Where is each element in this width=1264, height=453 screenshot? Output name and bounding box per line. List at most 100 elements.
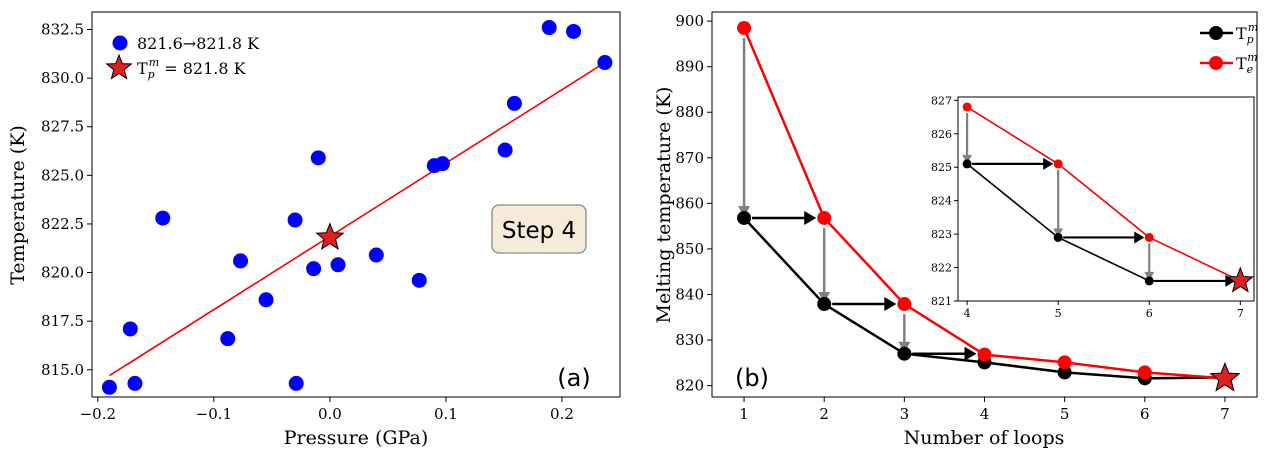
x-tick-label: 1 (739, 405, 749, 423)
inset-point-tp (1053, 232, 1063, 242)
data-point (127, 375, 143, 391)
panel-a-xlabel: Pressure (GPa) (284, 427, 428, 449)
y-tick-label: 880 (675, 103, 704, 121)
right-arrow-head (964, 346, 977, 361)
y-tick-label: 827.5 (41, 118, 84, 136)
panel-b: 1 2 3 4 5 6 7 820 830 840 850 860 870 880 890 900 Tpm T… (653, 11, 1258, 449)
inset-y-tick-label: 822 (931, 262, 952, 275)
data-point (122, 321, 138, 337)
fit-line (108, 61, 606, 377)
x-tick-label: 4 (980, 405, 990, 423)
point-tp (897, 346, 912, 361)
panel-b-xlabel: Number of loops (904, 427, 1065, 449)
point-te (897, 297, 912, 312)
data-point (597, 55, 613, 71)
panel-b-ylabel: Melting temperature (K) (653, 87, 675, 324)
y-tick-label: 825.0 (41, 166, 84, 184)
inset-x-tick-label: 6 (1146, 307, 1153, 320)
data-point (506, 95, 522, 111)
panel-a-frame (91, 11, 621, 398)
inset-line-tp (966, 163, 1241, 282)
inset-y-tick-label: 823 (931, 228, 952, 241)
y-tick-label: 900 (675, 12, 704, 30)
x-tick-label: 7 (1220, 405, 1230, 423)
y-tick-label: 840 (675, 285, 704, 303)
panel-a: −0.2 −0.1 0.0 0.1 0.2 815.0 817.5 820.0 822.5 825… (7, 11, 621, 449)
y-tick-label: 830 (675, 331, 704, 349)
star-point (1209, 361, 1241, 392)
star-point (315, 222, 345, 251)
inset-point-te (962, 102, 972, 112)
point-te (1057, 355, 1072, 370)
inset-point-tp (962, 159, 972, 169)
inset-point-tp (1144, 276, 1154, 286)
x-tick-label: 0.1 (434, 405, 458, 423)
y-tick-label: 832.5 (41, 21, 84, 39)
legend-marker-te (1209, 56, 1223, 70)
data-point (310, 150, 326, 166)
y-tick-label: 890 (675, 58, 704, 76)
right-arrow-head (804, 210, 817, 225)
inset-right-arrow-head (1134, 231, 1145, 244)
inset-plot: 4 5 6 7 821 822 823 824 825 826 827 (931, 94, 1255, 320)
data-point (220, 331, 236, 347)
data-point (287, 212, 303, 228)
inset-line-te (966, 106, 1241, 282)
point-te (1137, 365, 1152, 380)
inset-right-arrow-head (1043, 157, 1054, 170)
inset-y-tick-label: 826 (931, 128, 952, 141)
x-tick-label: 3 (900, 405, 910, 423)
inset-y-tick-label: 827 (931, 94, 952, 107)
x-tick-label: 2 (819, 405, 829, 423)
data-point (101, 379, 117, 395)
x-tick-label: 5 (1060, 405, 1070, 423)
y-tick-label: 870 (675, 149, 704, 167)
inset-point-te (1144, 232, 1154, 242)
inset-y-tick-label: 825 (931, 161, 952, 174)
panel-b-ticks: 1 2 3 4 5 6 7 820 830 840 850 860 870 880 890 900 (675, 12, 1229, 423)
point-tp (1057, 365, 1072, 380)
legend-label-star: Tpm = 821.8 K (137, 56, 247, 81)
data-point (434, 156, 450, 172)
right-arrow-head (884, 297, 897, 312)
data-point (368, 247, 384, 263)
x-tick-label: −0.1 (196, 405, 232, 423)
y-tick-label: 820 (675, 377, 704, 395)
legend-label-circle: 821.6→821.8 K (137, 34, 260, 53)
data-point (330, 257, 346, 273)
legend-circle-marker (112, 35, 128, 51)
point-te (737, 20, 752, 35)
inset-y-tick-label: 821 (931, 295, 952, 308)
x-tick-label: 0.0 (318, 405, 342, 423)
legend-label-tp: Tpm (1236, 21, 1258, 46)
panel-b-series (737, 20, 1241, 392)
inset-point-te (1053, 159, 1063, 169)
inset-y-tick-label: 824 (931, 195, 952, 208)
y-tick-label: 830.0 (41, 69, 84, 87)
inset-star-point (1226, 266, 1255, 293)
inset-series (962, 102, 1255, 293)
panel-a-label: (a) (557, 364, 590, 392)
panel-a-legend: 821.6→821.8 K Tpm = 821.8 K (105, 34, 260, 81)
y-tick-label: 820.0 (41, 264, 84, 282)
y-tick-label: 822.5 (41, 215, 84, 233)
scatter-points (101, 20, 613, 395)
data-point (155, 210, 171, 226)
step-annotation: Step 4 (491, 204, 587, 254)
legend-marker-tp (1209, 26, 1223, 40)
inset-x-tick-label: 4 (964, 307, 971, 320)
inset-x-tick-label: 7 (1237, 307, 1244, 320)
data-point (233, 253, 249, 269)
data-point (541, 20, 557, 36)
y-tick-label: 850 (675, 240, 704, 258)
point-tp (817, 297, 832, 312)
x-tick-label: −0.2 (80, 405, 116, 423)
data-point (411, 272, 427, 288)
panel-a-ticks: −0.2 −0.1 0.0 0.1 0.2 815.0 817.5 820.0 822.5 825… (41, 21, 574, 424)
x-tick-label: 0.2 (550, 405, 574, 423)
panel-b-label: (b) (735, 364, 769, 392)
point-te (977, 347, 992, 362)
y-tick-label: 817.5 (41, 312, 84, 330)
data-point (258, 292, 274, 308)
